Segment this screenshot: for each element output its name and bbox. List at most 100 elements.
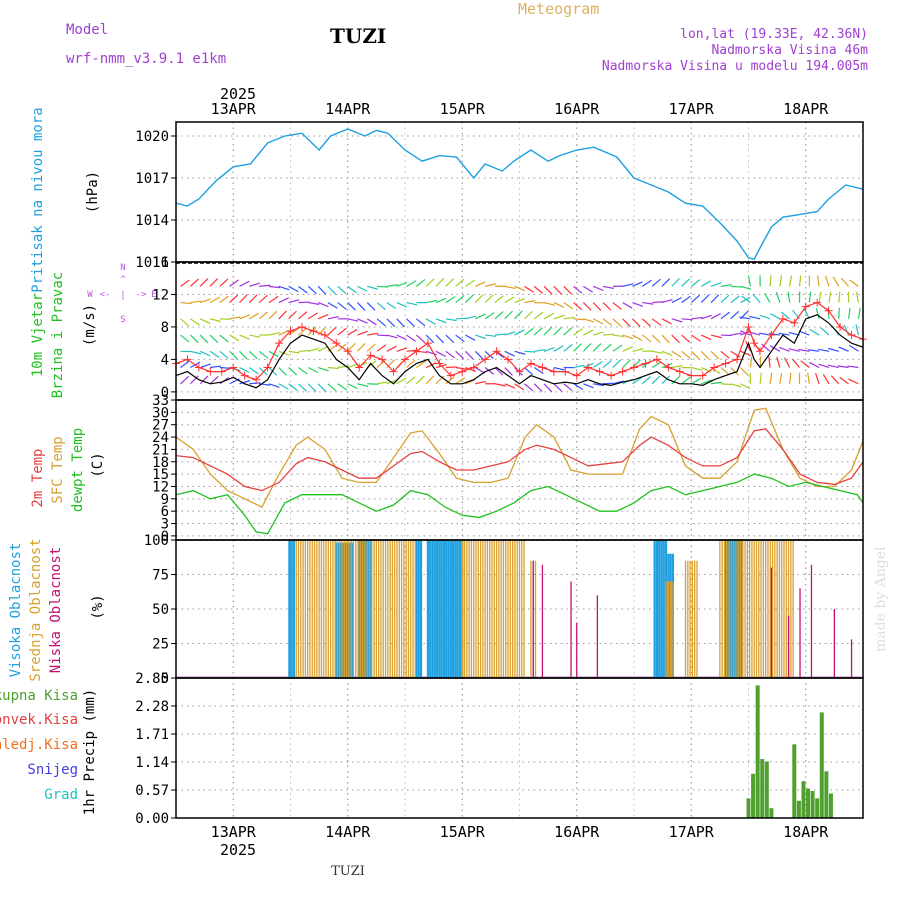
wind-arrow xyxy=(514,329,525,336)
wind-arrow xyxy=(425,362,437,369)
wind-arrow xyxy=(593,383,605,387)
wind-arrow xyxy=(425,375,435,385)
wind-arrow xyxy=(740,350,751,357)
y-tick-label: 1020 xyxy=(135,129,169,145)
wind-arrow xyxy=(494,383,506,387)
wind-arrow xyxy=(700,366,712,373)
wind-arrow xyxy=(278,367,287,376)
wind-arrow xyxy=(824,275,830,287)
wind-arrow xyxy=(308,301,320,305)
wind-arrow xyxy=(524,350,536,353)
wind-arrow xyxy=(700,350,710,360)
wind-arrow xyxy=(278,297,290,304)
wind-arrow xyxy=(209,296,220,304)
wind-arrow xyxy=(543,312,554,320)
wind-arrow xyxy=(258,311,269,320)
wind-arrow xyxy=(484,312,495,320)
y-tick-label: 1.14 xyxy=(135,755,169,771)
wind-arrow xyxy=(199,350,211,357)
wind-arrow xyxy=(317,313,329,320)
wind-arrow xyxy=(268,383,280,388)
compass-bar: | xyxy=(120,291,125,301)
wind-arrow xyxy=(406,302,418,306)
wind-arrow xyxy=(455,366,467,370)
y-tick-label: 24 xyxy=(152,430,169,446)
wind-arrow xyxy=(780,311,791,320)
wind-arrow xyxy=(582,302,592,311)
wind-arrow xyxy=(848,344,859,352)
wind-arrow xyxy=(563,285,573,295)
wind-arrow xyxy=(739,316,751,320)
wind-arrow xyxy=(514,383,525,391)
wind-arrow xyxy=(376,381,389,385)
wind-arrow xyxy=(248,367,259,375)
wind-arrow xyxy=(720,350,730,359)
wind-arrow xyxy=(425,334,435,344)
wind-arrow xyxy=(209,375,219,385)
wind-arrow xyxy=(288,367,298,376)
wind-arrow xyxy=(317,345,329,352)
wind-arrow xyxy=(809,328,820,336)
precip-bar xyxy=(746,798,751,818)
wind-arrow xyxy=(622,318,631,328)
wind-arrow xyxy=(553,314,565,320)
wind-arrow xyxy=(239,350,248,360)
wind-arrow xyxy=(592,318,604,325)
wind-arrow xyxy=(769,372,773,384)
wind-arrow xyxy=(386,302,397,310)
wind-arrow xyxy=(612,318,622,327)
wind-arrow xyxy=(690,350,700,360)
wind-arrow xyxy=(327,366,339,370)
wind-arrow xyxy=(406,359,416,368)
wind-arrow xyxy=(229,294,239,304)
wind-arrow xyxy=(533,383,543,392)
precip-bar xyxy=(796,800,801,818)
wind-arrow xyxy=(768,356,771,368)
wind-arrow xyxy=(563,327,573,336)
wind-arrow xyxy=(415,318,426,327)
y-tick-label: 0 xyxy=(161,671,169,687)
wind-arrow xyxy=(259,284,271,287)
wind-arrow xyxy=(710,282,722,287)
wind-arrow xyxy=(815,308,820,319)
wind-arrow xyxy=(593,331,604,336)
wind-arrow xyxy=(543,285,553,295)
wind-gust-marker xyxy=(549,367,558,376)
wind-arrow xyxy=(747,275,751,287)
wind-arrow xyxy=(701,314,712,320)
wind-arrow xyxy=(425,278,435,287)
wind-gust-marker xyxy=(297,322,306,331)
wind-arrow xyxy=(761,343,771,352)
wind-arrow xyxy=(278,285,290,291)
wind-arrow xyxy=(791,358,800,368)
wind-arrow xyxy=(612,344,623,352)
y-tick-label: 0.00 xyxy=(135,811,169,827)
wind-arrow xyxy=(347,328,358,336)
wind-gust-marker xyxy=(778,314,787,323)
wind-arrow xyxy=(632,377,642,385)
wind-arrow xyxy=(288,310,297,320)
x-tick-label-top: 18APR xyxy=(783,100,829,118)
wind-arrow xyxy=(190,350,202,355)
wind-arrow xyxy=(740,296,751,304)
wind-arrow xyxy=(484,367,495,375)
wind-arrow xyxy=(288,299,300,304)
pressure-line xyxy=(175,128,864,261)
wind-arrow xyxy=(838,346,849,352)
wind-gust-marker xyxy=(721,359,730,368)
wind-arrow xyxy=(573,302,583,311)
wind-arrow xyxy=(357,383,369,388)
wind-arrow xyxy=(307,285,317,295)
wind-gust-marker xyxy=(446,371,455,380)
wind-arrow xyxy=(553,383,563,392)
wind-arrow xyxy=(504,350,515,357)
year-bottom: 2025 xyxy=(220,841,256,859)
wind-arrow xyxy=(691,279,701,287)
wind-arrow xyxy=(828,291,832,303)
wind-arrow xyxy=(822,373,830,385)
wind-arrow xyxy=(622,283,634,287)
wind-arrow xyxy=(720,284,732,287)
wind-arrow xyxy=(533,285,544,294)
wind-arrow xyxy=(249,282,261,287)
